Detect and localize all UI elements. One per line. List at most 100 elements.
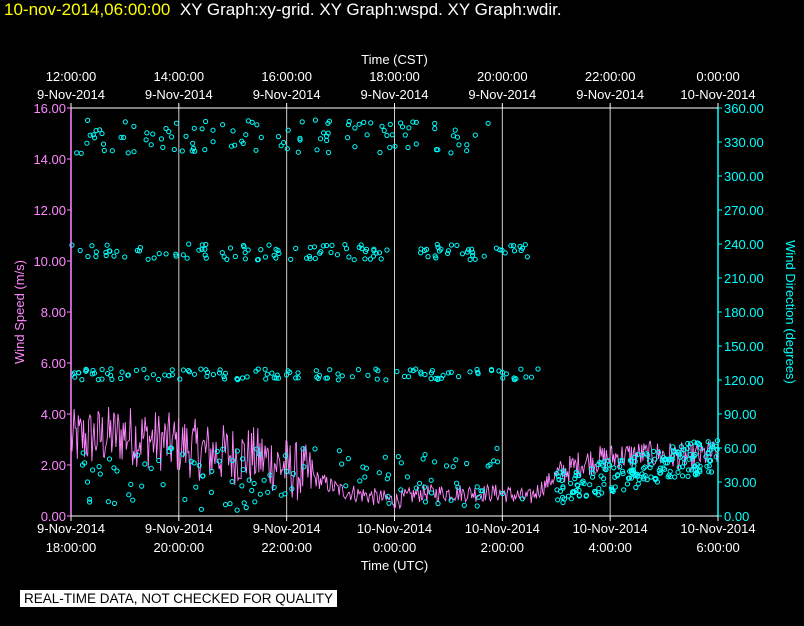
wind-direction-point xyxy=(339,461,345,467)
wind-direction-point xyxy=(234,448,240,454)
wind-direction-point xyxy=(185,368,192,374)
wind-direction-point xyxy=(313,368,319,374)
wind-direction-point xyxy=(339,373,345,379)
wind-direction-point xyxy=(500,375,506,381)
wind-direction-point xyxy=(329,242,335,248)
wind-direction-point xyxy=(598,473,604,479)
wind-direction-point xyxy=(166,373,172,379)
wind-direction-point xyxy=(345,456,351,462)
wind-direction-point xyxy=(407,367,413,373)
wind-direction-point xyxy=(150,131,156,137)
wind-direction-point xyxy=(510,243,517,249)
wind-direction-point xyxy=(695,440,702,446)
wind-direction-point xyxy=(386,500,392,506)
wind-direction-point xyxy=(642,464,648,470)
wind-direction-point xyxy=(240,467,246,473)
wind-direction-point xyxy=(384,132,390,138)
wind-direction-point xyxy=(670,444,676,450)
wind-direction-point xyxy=(128,481,134,487)
wind-direction-point xyxy=(83,368,89,374)
wind-direction-point xyxy=(368,120,374,126)
wind-direction-point xyxy=(199,126,205,132)
wind-direction-point xyxy=(171,146,177,153)
wind-direction-point xyxy=(524,254,531,260)
bottom-tick-date: 10-Nov-2014 xyxy=(573,521,648,536)
wind-direction-point xyxy=(596,492,602,498)
wind-direction-point xyxy=(324,242,330,249)
wind-direction-point xyxy=(434,241,440,248)
wind-direction-point xyxy=(136,248,143,254)
wind-direction-point xyxy=(82,460,88,466)
wind-direction-point xyxy=(454,134,461,140)
wind-direction-point xyxy=(686,456,692,462)
wind-direction-point xyxy=(528,374,535,380)
wind-direction-point xyxy=(356,121,362,127)
wind-direction-point xyxy=(318,249,324,255)
wind-direction-point xyxy=(254,446,260,452)
wind-direction-point xyxy=(553,471,560,477)
wind-direction-point xyxy=(345,122,351,128)
wind-direction-point xyxy=(410,119,416,125)
wind-direction-point xyxy=(169,372,175,378)
wind-direction-point xyxy=(576,487,582,494)
wind-direction-point xyxy=(664,460,671,466)
wind-direction-point xyxy=(69,242,75,248)
top-tick-time: 12:00:00 xyxy=(46,69,97,84)
wind-direction-point xyxy=(346,118,352,125)
wind-direction-point xyxy=(93,128,99,134)
wind-direction-point xyxy=(555,497,561,503)
wind-direction-point xyxy=(122,254,128,260)
wind-direction-point xyxy=(448,497,454,503)
right-tick-label: 60.00 xyxy=(724,441,757,456)
wind-direction-point xyxy=(114,468,120,474)
wind-direction-point xyxy=(284,468,290,474)
wind-direction-point xyxy=(148,465,154,471)
wind-direction-point xyxy=(479,488,486,494)
wind-direction-point xyxy=(87,132,93,138)
header-timestamp: 10-nov-2014,06:00:00 xyxy=(4,0,171,19)
wind-direction-point xyxy=(266,242,272,248)
wind-direction-point xyxy=(169,367,175,373)
wind-direction-point xyxy=(355,367,361,373)
wind-direction-point xyxy=(199,242,205,248)
wind-direction-point xyxy=(99,130,105,137)
wind-direction-point xyxy=(90,367,96,374)
wind-direction-point xyxy=(402,132,408,138)
wind-direction-point xyxy=(253,368,259,374)
bottom-tick-date: 10-Nov-2014 xyxy=(357,521,432,536)
wind-direction-point xyxy=(617,463,623,470)
left-tick-label: 12.00 xyxy=(33,203,66,218)
wind-direction-point xyxy=(679,473,686,479)
wind-direction-point xyxy=(325,120,331,126)
wind-direction-point xyxy=(312,446,318,452)
top-tick-date: 9-Nov-2014 xyxy=(253,87,321,102)
wind-direction-point xyxy=(261,477,267,483)
wind-direction-point xyxy=(105,499,112,505)
wind-direction-point xyxy=(420,456,426,462)
wind-direction-point xyxy=(327,367,333,373)
wind-direction-point xyxy=(696,441,702,447)
wind-direction-point xyxy=(232,253,238,260)
wind-direction-point xyxy=(336,448,342,454)
wind-direction-point xyxy=(299,119,305,125)
wind-direction-point xyxy=(196,462,202,469)
wind-direction-point xyxy=(240,140,246,146)
wind-direction-point xyxy=(376,250,383,256)
wind-direction-point xyxy=(160,144,166,150)
wind-direction-point xyxy=(363,465,369,471)
wind-direction-point xyxy=(472,256,478,262)
wind-direction-point xyxy=(387,121,393,128)
wind-direction-point xyxy=(323,375,329,381)
wind-direction-point xyxy=(464,148,470,154)
wind-direction-point xyxy=(685,473,691,479)
wind-direction-point xyxy=(364,246,370,252)
wind-direction-point xyxy=(276,250,282,256)
wind-direction-point xyxy=(343,483,349,489)
wind-direction-point xyxy=(156,457,162,464)
wind-direction-point xyxy=(413,366,419,372)
wind-direction-point xyxy=(575,483,581,489)
wind-direction-point xyxy=(224,256,230,262)
wind-direction-point xyxy=(126,492,132,498)
wind-direction-point xyxy=(675,469,681,475)
wind-direction-point xyxy=(583,493,589,499)
